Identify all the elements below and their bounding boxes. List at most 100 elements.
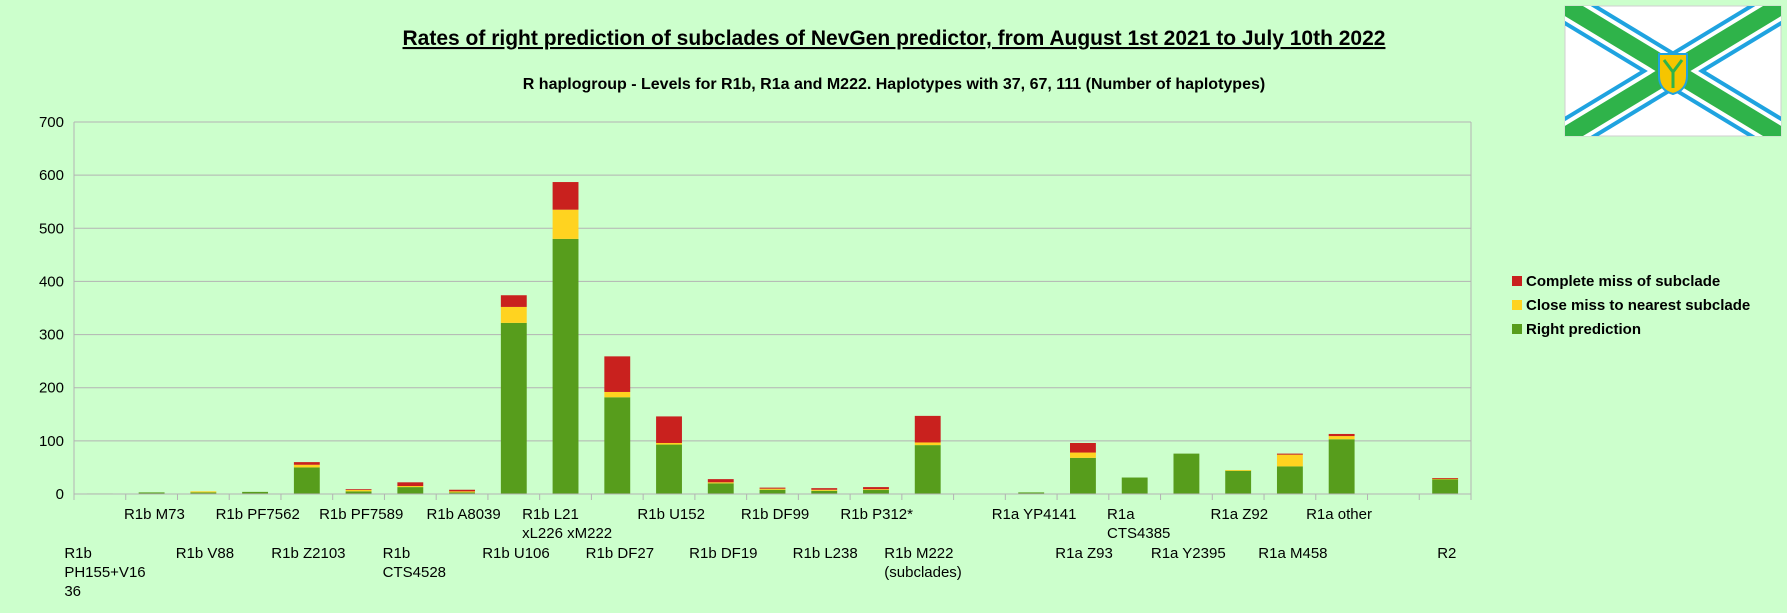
bar-segment-right-prediction (242, 491, 269, 494)
x-category-label: R1a Z93 (1055, 545, 1113, 562)
bar-segment-close-miss-to-nearest-subclade (345, 489, 372, 492)
x-axis-labels: R1b PH155+V16 36 R1b M73 R1b V88 R1b PF7562 R1… (64, 506, 1456, 600)
x-category-label: R1b L238 (793, 545, 858, 562)
x-category-label: R1a Y2395 (1151, 545, 1226, 562)
y-tick-label: 700 (39, 114, 64, 131)
bar-segment-complete-miss-of-subclade (293, 462, 320, 465)
x-category-label: R1b DF99 (741, 506, 809, 523)
legend: Complete miss of subclade Close miss to n… (1512, 273, 1750, 338)
flag-logo (1564, 5, 1782, 137)
bar-segment-close-miss-to-nearest-subclade (397, 486, 424, 488)
x-category-label: R1a M458 (1258, 545, 1327, 562)
bar-segment-right-prediction (863, 489, 889, 494)
bar-segment-right-prediction (552, 238, 579, 494)
bar-segment-right-prediction (449, 492, 475, 494)
x-axis (73, 122, 1472, 500)
bar-segment-close-miss-to-nearest-subclade (190, 491, 217, 493)
legend-swatch (1512, 324, 1522, 334)
bar-segment-close-miss-to-nearest-subclade (1432, 478, 1459, 480)
bar-segment-right-prediction (1225, 470, 1252, 494)
bar-segment-complete-miss-of-subclade (500, 295, 527, 307)
x-category-label: R1b Z2103 (271, 545, 345, 562)
bar-segment-close-miss-to-nearest-subclade (500, 306, 527, 323)
x-category-label: R1b L21 (522, 506, 579, 523)
bar-segment-complete-miss-of-subclade (397, 482, 424, 487)
bar-segment-close-miss-to-nearest-subclade (707, 482, 734, 484)
bar-segment-right-prediction (397, 487, 424, 494)
x-category-label: CTS4385 (1107, 525, 1170, 542)
bar-segment-close-miss-to-nearest-subclade (1328, 436, 1355, 440)
bar-segment-close-miss-to-nearest-subclade (656, 442, 682, 445)
bar-segment-right-prediction (190, 492, 217, 494)
bar-segment-complete-miss-of-subclade (656, 416, 682, 443)
bar-segment-close-miss-to-nearest-subclade (914, 442, 941, 446)
legend-label: Complete miss of subclade (1526, 273, 1720, 290)
bar-segment-right-prediction (1121, 477, 1148, 494)
x-category-label: (subclades) (884, 564, 962, 581)
bar-segment-complete-miss-of-subclade (1070, 442, 1096, 453)
bar-segment-right-prediction (759, 489, 786, 494)
y-tick-label: 100 (39, 433, 64, 450)
y-tick-label: 500 (39, 220, 64, 237)
bar-segment-complete-miss-of-subclade (1432, 478, 1459, 479)
chart-subtitle: R haplogroup - Levels for R1b, R1a and M… (523, 76, 1265, 93)
legend-label: Right prediction (1526, 321, 1641, 338)
x-category-label: 36 (64, 583, 81, 600)
legend-swatch (1512, 300, 1522, 310)
bar-segment-right-prediction (1018, 492, 1045, 494)
x-category-label: R1b P312* (840, 506, 913, 523)
x-category-label: R1b DF27 (586, 545, 654, 562)
bar-segment-complete-miss-of-subclade (811, 488, 838, 490)
bar-segment-right-prediction (1276, 466, 1303, 494)
x-category-label: R1a YP4141 (992, 506, 1077, 523)
bar-segment-right-prediction (604, 397, 631, 494)
bar-segment-close-miss-to-nearest-subclade (449, 491, 475, 493)
bar-segment-complete-miss-of-subclade (345, 489, 372, 491)
y-tick-label: 0 (56, 486, 64, 503)
bar-segment-close-miss-to-nearest-subclade (293, 464, 320, 468)
x-category-label: R1b V88 (176, 545, 234, 562)
bar-segment-right-prediction (1070, 457, 1096, 494)
bar-segment-complete-miss-of-subclade (1328, 433, 1355, 437)
bar-segment-right-prediction (1328, 439, 1355, 494)
bar-segment-right-prediction (1173, 453, 1200, 494)
bar-segment-close-miss-to-nearest-subclade (1070, 452, 1096, 458)
gridlines (74, 121, 1472, 495)
bar-segment-close-miss-to-nearest-subclade (604, 391, 631, 398)
x-category-label: R1b PF7589 (319, 506, 403, 523)
x-category-label: R1a (1107, 506, 1135, 523)
flag-emblem (1662, 59, 1684, 88)
x-category-label: CTS4528 (383, 564, 446, 581)
bar-segment-complete-miss-of-subclade (449, 489, 475, 492)
x-category-label: R1b U152 (637, 506, 705, 523)
bar-segment-close-miss-to-nearest-subclade (552, 209, 579, 239)
bar-segment-close-miss-to-nearest-subclade (1225, 470, 1252, 471)
legend-label: Close miss to nearest subclade (1526, 297, 1750, 314)
x-category-label: R1b (64, 545, 92, 562)
bar-segment-right-prediction (138, 492, 165, 494)
bar-segment-right-prediction (707, 483, 734, 494)
chart-title: Rates of right prediction of subclades o… (403, 27, 1386, 50)
x-category-label: R1b M222 (884, 545, 953, 562)
x-category-label: R1b U106 (482, 545, 550, 562)
x-category-label: R2 (1437, 545, 1456, 562)
y-tick-label: 400 (39, 273, 64, 290)
bar-segment-complete-miss-of-subclade (863, 487, 889, 490)
x-category-label: R1b (383, 545, 411, 562)
y-axis: 0 100 200 300 400 500 600 700 (39, 114, 64, 503)
bar-segment-right-prediction (500, 322, 527, 494)
x-category-label: R1b A8039 (427, 506, 501, 523)
bars (86, 182, 1459, 495)
x-category-label: R1b M73 (124, 506, 185, 523)
bar-segment-right-prediction (811, 490, 838, 494)
bar-segment-right-prediction (914, 445, 941, 494)
bar-segment-close-miss-to-nearest-subclade (811, 489, 838, 491)
bar-segment-complete-miss-of-subclade (552, 182, 579, 210)
bar-segment-close-miss-to-nearest-subclade (1276, 454, 1303, 467)
x-category-label: R1b PF7562 (216, 506, 300, 523)
x-category-label: xL226 xM222 (522, 525, 612, 542)
bar-segment-right-prediction (1432, 479, 1459, 494)
bar-segment-complete-miss-of-subclade (914, 415, 941, 443)
bar-segment-complete-miss-of-subclade (1276, 453, 1303, 455)
